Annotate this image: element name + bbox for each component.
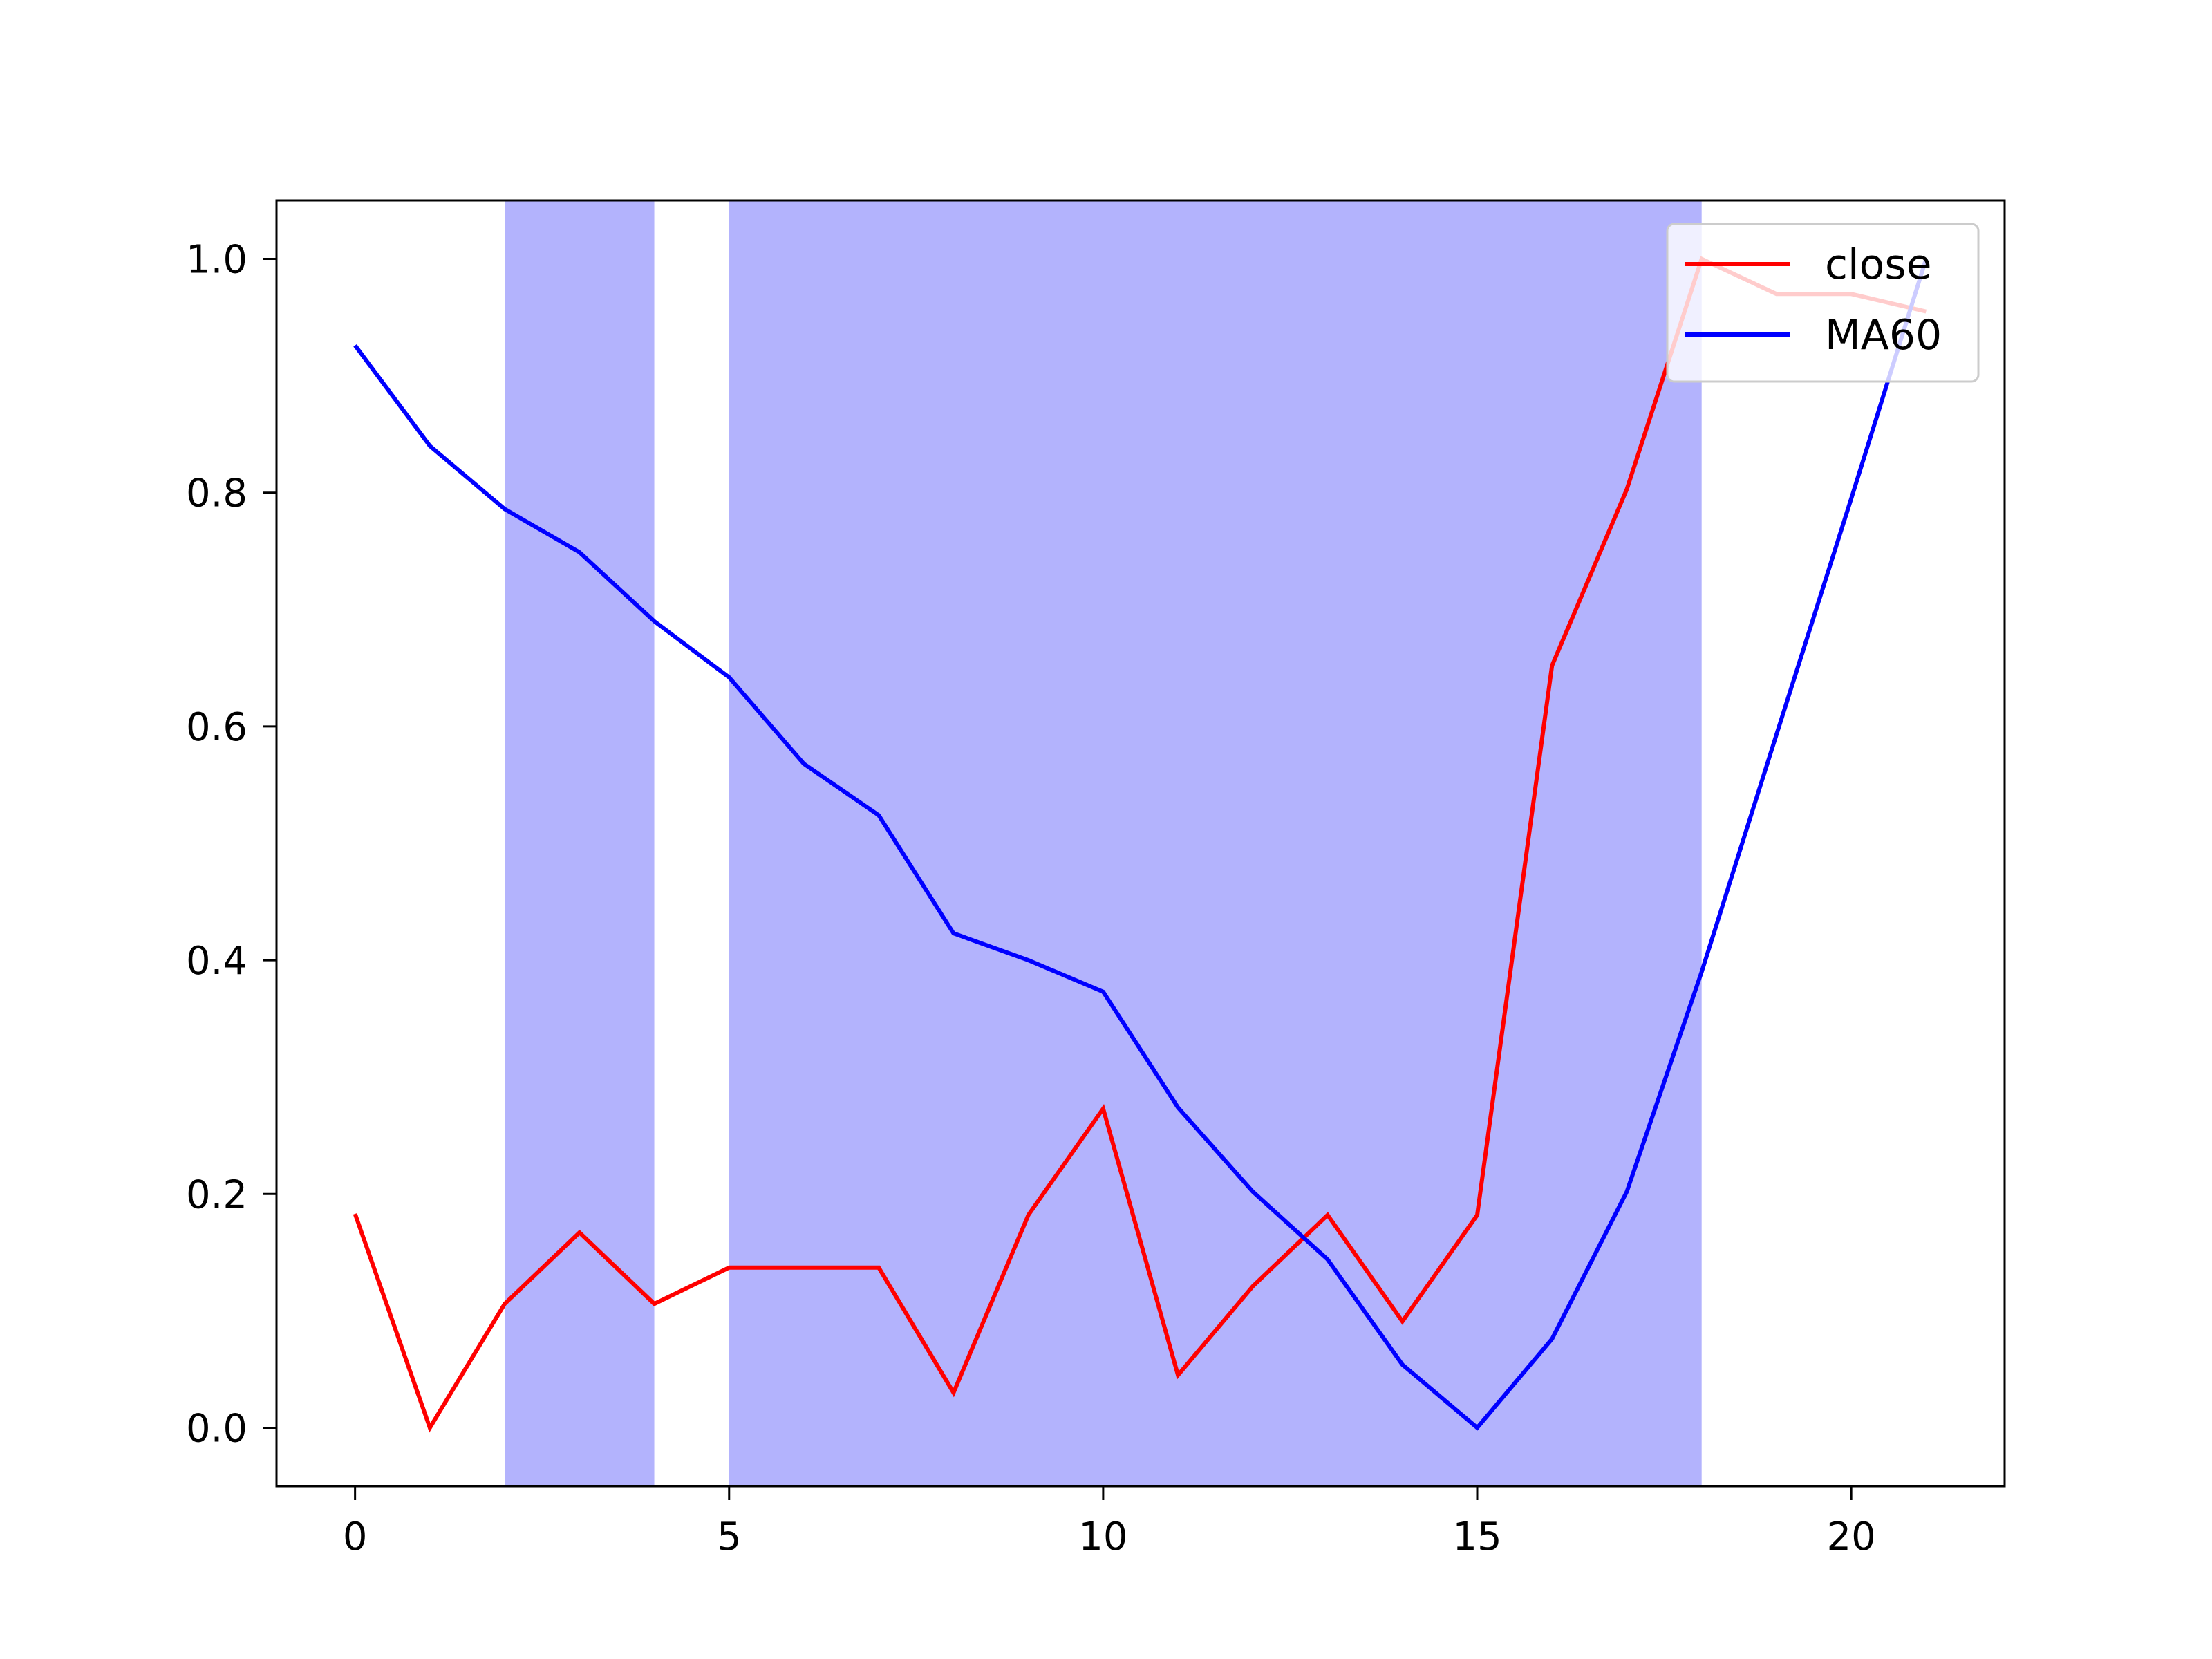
shaded-regions — [505, 200, 1702, 1486]
y-axis: 0.0 0.2 0.4 0.6 0.8 1.0 — [186, 238, 276, 1451]
series-line-ma60 — [353, 258, 1929, 1431]
x-tick-label: 20 — [1827, 1515, 1876, 1559]
y-tick-label: 0.8 — [186, 471, 247, 516]
shaded-region-2 — [729, 200, 1702, 1486]
x-tick-label: 15 — [1452, 1515, 1501, 1559]
y-tick-label: 0.0 — [186, 1406, 247, 1451]
shaded-region-1 — [505, 200, 655, 1486]
x-tick-label: 0 — [343, 1515, 368, 1559]
y-tick-label: 1.0 — [186, 238, 247, 283]
legend: close MA60 — [1666, 223, 1980, 383]
series-line-close — [353, 256, 1927, 1433]
plot-frame — [275, 199, 2006, 1488]
y-tick-label: 0.2 — [186, 1172, 247, 1217]
y-tick-label: 0.6 — [186, 705, 247, 750]
legend-label-ma60: MA60 — [1825, 311, 1942, 359]
x-tick-label: 10 — [1078, 1515, 1127, 1559]
x-tick-label: 5 — [717, 1515, 742, 1559]
legend-label-close: close — [1825, 241, 1932, 289]
y-tick-label: 0.4 — [186, 939, 247, 984]
x-axis: 0 5 10 15 20 — [343, 1486, 1876, 1559]
series-lines — [353, 256, 1929, 1433]
